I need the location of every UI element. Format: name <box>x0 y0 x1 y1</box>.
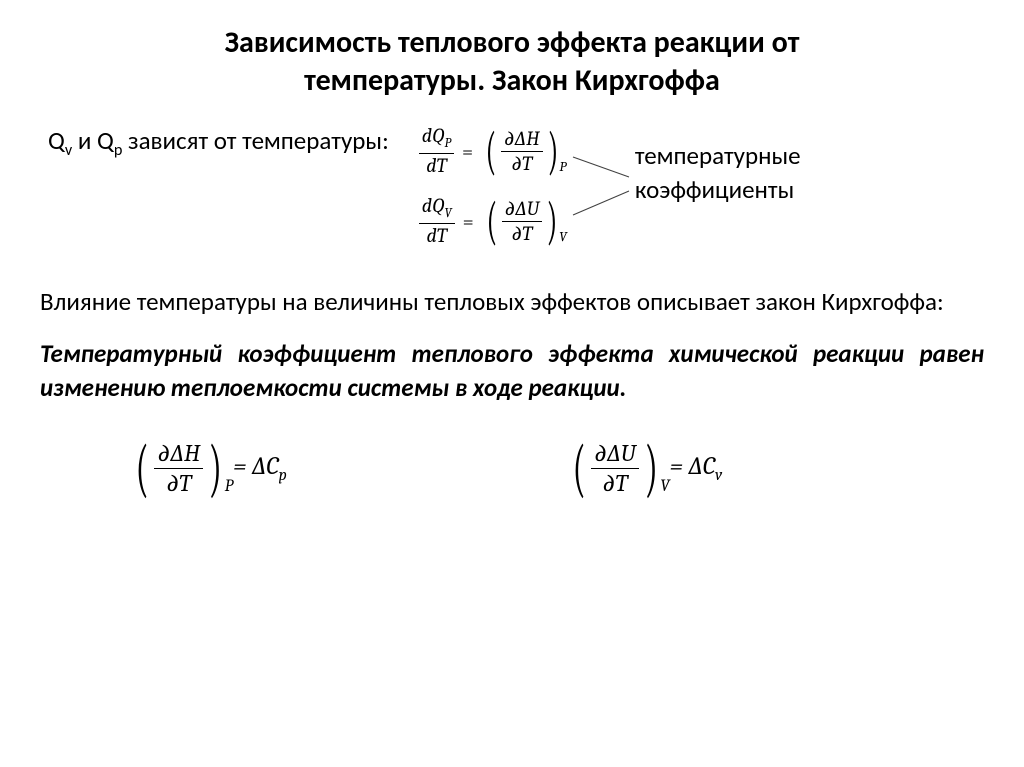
rparen-icon: ) <box>644 436 657 500</box>
equation-1: dQP dT = ( ∂∆H ∂T ) P <box>419 121 567 181</box>
eq1-equals: = <box>462 140 473 163</box>
intro-mid: и Q <box>72 125 114 156</box>
bottom-eq-2: ( ∂∆U ∂T ) V = ∆Cv <box>567 432 722 504</box>
equation-2: dQV dT = ( ∂∆U ∂T ) V <box>419 191 567 251</box>
rparen-icon: ) <box>209 436 222 500</box>
eq1-lhs-num: dQ <box>422 124 445 147</box>
rparen-icon: ) <box>547 125 558 177</box>
beq1-paren: ( ∂∆H ∂T ) P <box>130 436 233 500</box>
eq1-lhs-frac: dQP dT <box>419 125 454 176</box>
title-line-2: температуры. Закон Кирхгоффа <box>304 62 720 99</box>
eq2-equals: = <box>463 210 474 233</box>
annotation-text: температурные коэффициенты <box>635 139 801 207</box>
eq2-rhs-den: ∂T <box>509 223 536 245</box>
beq1-rhs-sub: p <box>279 466 287 485</box>
eq1-rhs-den: ∂T <box>508 153 535 175</box>
intro-row: Qv и Qp зависят от температуры: dQP dT =… <box>40 117 984 261</box>
bottom-equations: ( ∂∆H ∂T ) P = ∆Cp ( ∂∆U ∂T ) <box>40 428 984 514</box>
lparen-icon: ( <box>486 125 497 177</box>
beq2-frac: ∂∆U ∂T <box>591 440 638 496</box>
beq2-sub: V <box>660 477 669 496</box>
eq1-rhs-paren: ( ∂∆H ∂T ) P <box>481 125 566 177</box>
lparen-icon: ( <box>136 436 149 500</box>
lparen-icon: ( <box>572 436 585 500</box>
beq1-sub: P <box>225 477 234 496</box>
beq2-den: ∂T <box>600 470 631 496</box>
title-line-1: Зависимость теплового эффекта реакции от <box>225 24 800 61</box>
eq2-lhs-frac: dQV dT <box>419 195 455 246</box>
page-title: Зависимость теплового эффекта реакции от… <box>40 24 984 99</box>
eq1-lhs-den: dT <box>423 155 449 177</box>
intro-q1: Q <box>48 125 65 156</box>
eq1-rhs-num: ∂∆H <box>501 128 543 150</box>
equation-block: dQP dT = ( ∂∆H ∂T ) P <box>419 117 567 261</box>
eq2-rhs-frac: ∂∆U ∂T <box>502 198 543 245</box>
slide-page: Зависимость теплового эффекта реакции от… <box>0 0 1024 534</box>
eq2-lhs-num: dQ <box>422 194 445 217</box>
eq1-rhs-frac: ∂∆H ∂T <box>501 128 543 175</box>
beq2-num: ∂∆U <box>591 440 638 466</box>
beq1-rhs-pre: = ∆C <box>233 452 278 481</box>
annot-line-1: температурные <box>635 140 801 171</box>
annot-line-2: коэффициенты <box>635 174 794 205</box>
eq1-lhs-num-sub: P <box>444 136 451 151</box>
beq2-rhs-pre: = ∆C <box>670 452 715 481</box>
beq1-frac: ∂∆H ∂T <box>154 440 203 496</box>
beq2-paren: ( ∂∆U ∂T ) V <box>567 436 670 500</box>
rparen-icon: ) <box>547 195 558 247</box>
intro-text: Qv и Qp зависят от температуры: <box>40 117 389 160</box>
eq2-lhs-den: dT <box>424 225 450 247</box>
beq1-den: ∂T <box>163 470 194 496</box>
paragraph-intro: Влияние температуры на величины тепловых… <box>40 285 984 319</box>
eq2-rhs-sub: V <box>559 228 567 245</box>
eq2-rhs-paren: ( ∂∆U ∂T ) V <box>482 195 567 247</box>
lparen-icon: ( <box>486 195 497 247</box>
beq1-num: ∂∆H <box>154 440 203 466</box>
intro-suffix: зависят от температуры: <box>122 125 388 156</box>
eq1-rhs-sub: P <box>559 158 566 175</box>
bottom-eq-1: ( ∂∆H ∂T ) P = ∆Cp <box>130 432 287 504</box>
beq2-rhs-sub: v <box>715 466 722 485</box>
beq2-rhs: = ∆Cv <box>670 452 723 485</box>
eq2-lhs-num-sub: V <box>444 206 451 221</box>
eq2-rhs-num: ∂∆U <box>502 198 543 220</box>
law-statement: Температурный коэффициент теплового эффе… <box>40 337 984 405</box>
beq1-rhs: = ∆Cp <box>233 452 287 485</box>
